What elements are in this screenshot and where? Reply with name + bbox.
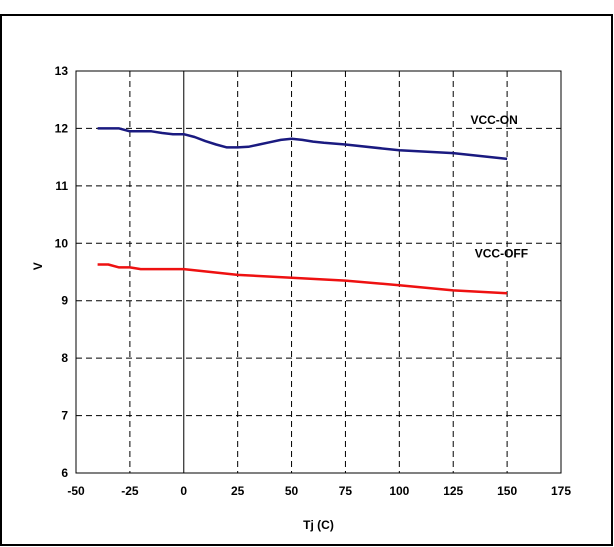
x-tick-label: 50 — [285, 484, 299, 498]
series-label-vcc-off: VCC-OFF — [475, 247, 528, 261]
x-tick-label: 125 — [443, 484, 463, 498]
x-axis-title: Tj (C) — [303, 518, 334, 532]
x-tick-label: 100 — [389, 484, 409, 498]
x-tick-label: 25 — [231, 484, 245, 498]
x-tick-label: -25 — [121, 484, 139, 498]
series-layer — [97, 127, 508, 295]
x-tick-label: -50 — [67, 484, 85, 498]
y-axis-title: V — [31, 262, 45, 270]
y-tick-label: 12 — [55, 121, 69, 135]
x-tick-labels: -50 -25 0 25 50 75 100 125 150 175 — [67, 484, 571, 498]
x-tick-label: 175 — [551, 484, 571, 498]
y-tick-label: 10 — [55, 236, 69, 250]
series-line-vcc-on — [97, 127, 508, 161]
y-tick-label: 7 — [61, 409, 68, 423]
x-tick-label: 150 — [497, 484, 517, 498]
x-tick-label: 75 — [339, 484, 353, 498]
series-label-vcc-on: VCC-ON — [470, 113, 517, 127]
grid — [76, 71, 561, 473]
y-tick-labels: 6 7 8 9 10 11 12 13 — [55, 64, 69, 480]
plot-area — [75, 70, 562, 474]
y-tick-label: 13 — [55, 64, 69, 78]
x-tick-label: 0 — [180, 484, 187, 498]
y-tick-label: 11 — [55, 179, 68, 193]
y-tick-label: 8 — [61, 351, 68, 365]
y-tick-label: 6 — [61, 466, 68, 480]
series-line-vcc-off — [97, 263, 508, 295]
y-tick-label: 9 — [61, 294, 68, 308]
